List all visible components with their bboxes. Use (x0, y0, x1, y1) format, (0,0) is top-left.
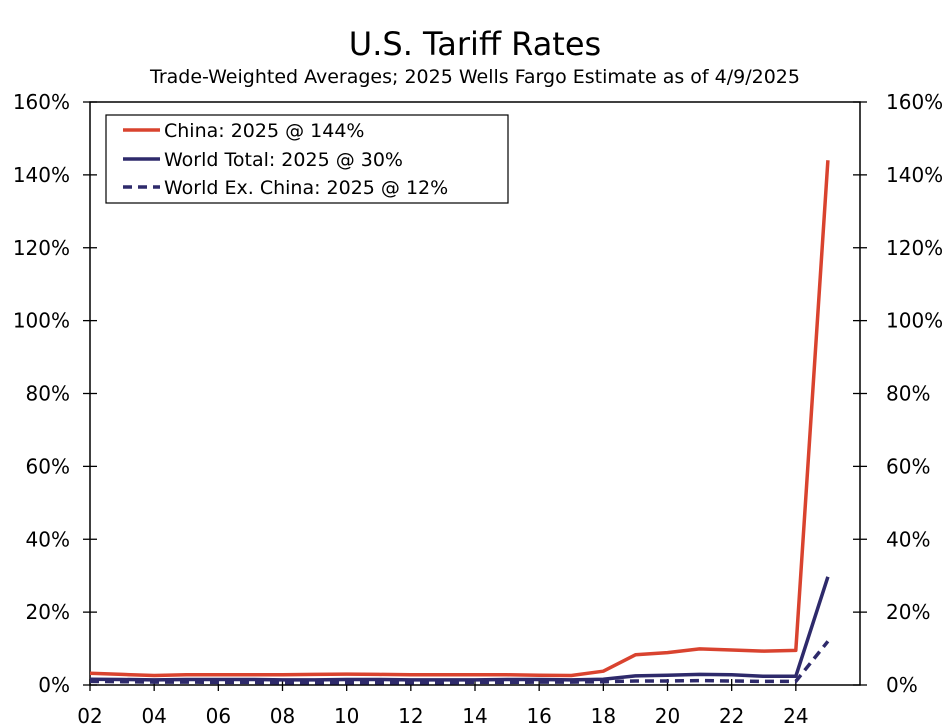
chart-title: U.S. Tariff Rates (349, 25, 601, 63)
x-tick-label: 12 (398, 704, 423, 728)
x-tick-label: 04 (141, 704, 166, 728)
legend-label-world-ex-china: World Ex. China: 2025 @ 12% (164, 177, 448, 199)
legend: China: 2025 @ 144% World Total: 2025 @ 3… (105, 114, 509, 204)
y-tick-label-right: 40% (886, 527, 930, 551)
x-tick-label: 02 (77, 704, 102, 728)
chart-subtitle: Trade-Weighted Averages; 2025 Wells Farg… (149, 66, 800, 88)
x-tick-label: 08 (270, 704, 295, 728)
y-tick-label-left: 120% (13, 236, 70, 260)
x-tick-label: 18 (591, 704, 616, 728)
y-tick-label-left: 60% (26, 454, 70, 478)
x-tick-label: 10 (334, 704, 359, 728)
x-tick-label: 20 (655, 704, 680, 728)
y-tick-label-right: 140% (886, 163, 943, 187)
x-tick-label: 22 (719, 704, 744, 728)
y-tick-label-left: 40% (26, 527, 70, 551)
y-tick-label-right: 100% (886, 309, 943, 333)
y-tick-label-left: 80% (26, 382, 70, 406)
x-tick-label: 14 (462, 704, 487, 728)
x-tick-label: 16 (526, 704, 551, 728)
y-tick-label-right: 20% (886, 600, 930, 624)
series-line-world-ex-china (89, 640, 830, 685)
y-tick-label-left: 160% (13, 90, 70, 114)
y-tick-label-right: 80% (886, 382, 930, 406)
legend-label-world-total: World Total: 2025 @ 30% (164, 149, 403, 171)
legend-box (105, 114, 509, 204)
series-line-china (89, 160, 830, 678)
y-tick-label-right: 160% (886, 90, 943, 114)
y-tick-label-left: 140% (13, 163, 70, 187)
x-tick-label: 06 (206, 704, 231, 728)
y-tick-label-left: 20% (26, 600, 70, 624)
y-tick-label-right: 60% (886, 454, 930, 478)
y-tick-label-left: 0% (38, 673, 70, 697)
y-tick-label-left: 100% (13, 309, 70, 333)
legend-label-china: China: 2025 @ 144% (164, 120, 364, 142)
y-tick-label-right: 0% (886, 673, 918, 697)
series-line-world-total (89, 576, 830, 682)
x-tick-label: 24 (783, 704, 808, 728)
y-tick-label-right: 120% (886, 236, 943, 260)
